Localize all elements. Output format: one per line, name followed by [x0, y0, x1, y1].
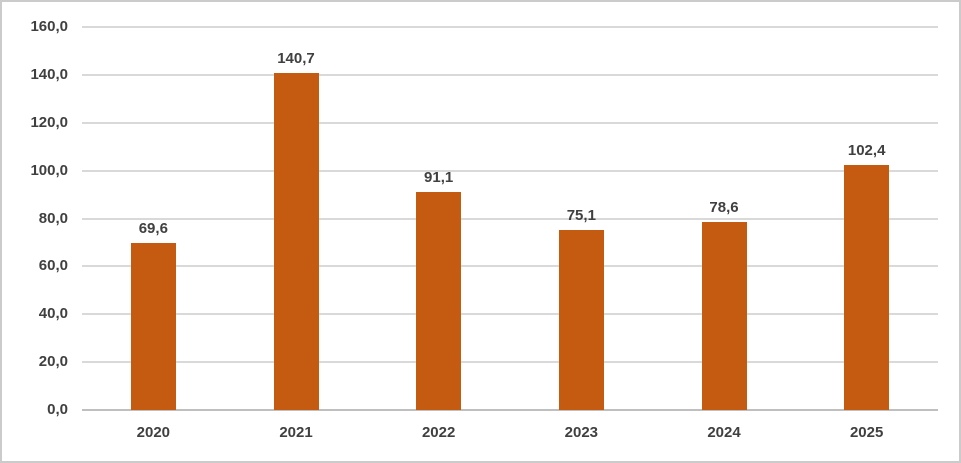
x-axis-category-label: 2024: [707, 424, 741, 441]
bar-value-label: 91,1: [424, 168, 454, 186]
bar-value-label: 102,4: [847, 141, 886, 159]
x-axis-category-label: 2025: [849, 424, 884, 441]
y-axis-tick-label: 120,0: [30, 113, 68, 131]
y-axis-tick-label: 160,0: [30, 18, 68, 35]
gridline: [82, 217, 938, 220]
x-axis-category-label: 2020: [136, 424, 171, 441]
y-axis-tick-label: 60,0: [38, 257, 68, 275]
x-axis-line: [82, 409, 938, 411]
x-axis-category-label: 2021: [279, 424, 313, 441]
gridline: [82, 313, 938, 316]
bar-value-label: 78,6: [709, 198, 739, 216]
bar-2021: [273, 73, 319, 410]
bar-value-label: 140,7: [277, 50, 315, 68]
bar-2024: [701, 221, 747, 410]
gridline: [82, 169, 938, 172]
bar-2025: [844, 164, 890, 410]
gridline: [82, 73, 938, 76]
bar-2020: [130, 243, 176, 410]
y-axis-tick-label: 80,0: [38, 209, 68, 227]
y-axis-tick-label: 40,0: [38, 305, 68, 323]
x-axis-category-label: 2022: [421, 424, 456, 441]
y-axis-tick-label: 100,0: [30, 161, 68, 179]
bar-2022: [416, 191, 462, 410]
gridline: [82, 26, 938, 28]
bar-value-label: 75,1: [566, 207, 596, 225]
gridline: [82, 361, 938, 364]
bar-2023: [558, 230, 604, 410]
y-axis-tick-label: 20,0: [38, 353, 68, 371]
bar-value-label: 69,6: [138, 220, 168, 238]
gridline: [82, 265, 938, 268]
y-axis-tick-label: 140,0: [30, 65, 68, 83]
y-axis-tick-label: 0,0: [47, 401, 68, 418]
x-axis-category-label: 2023: [564, 424, 599, 441]
gridline: [82, 121, 938, 124]
